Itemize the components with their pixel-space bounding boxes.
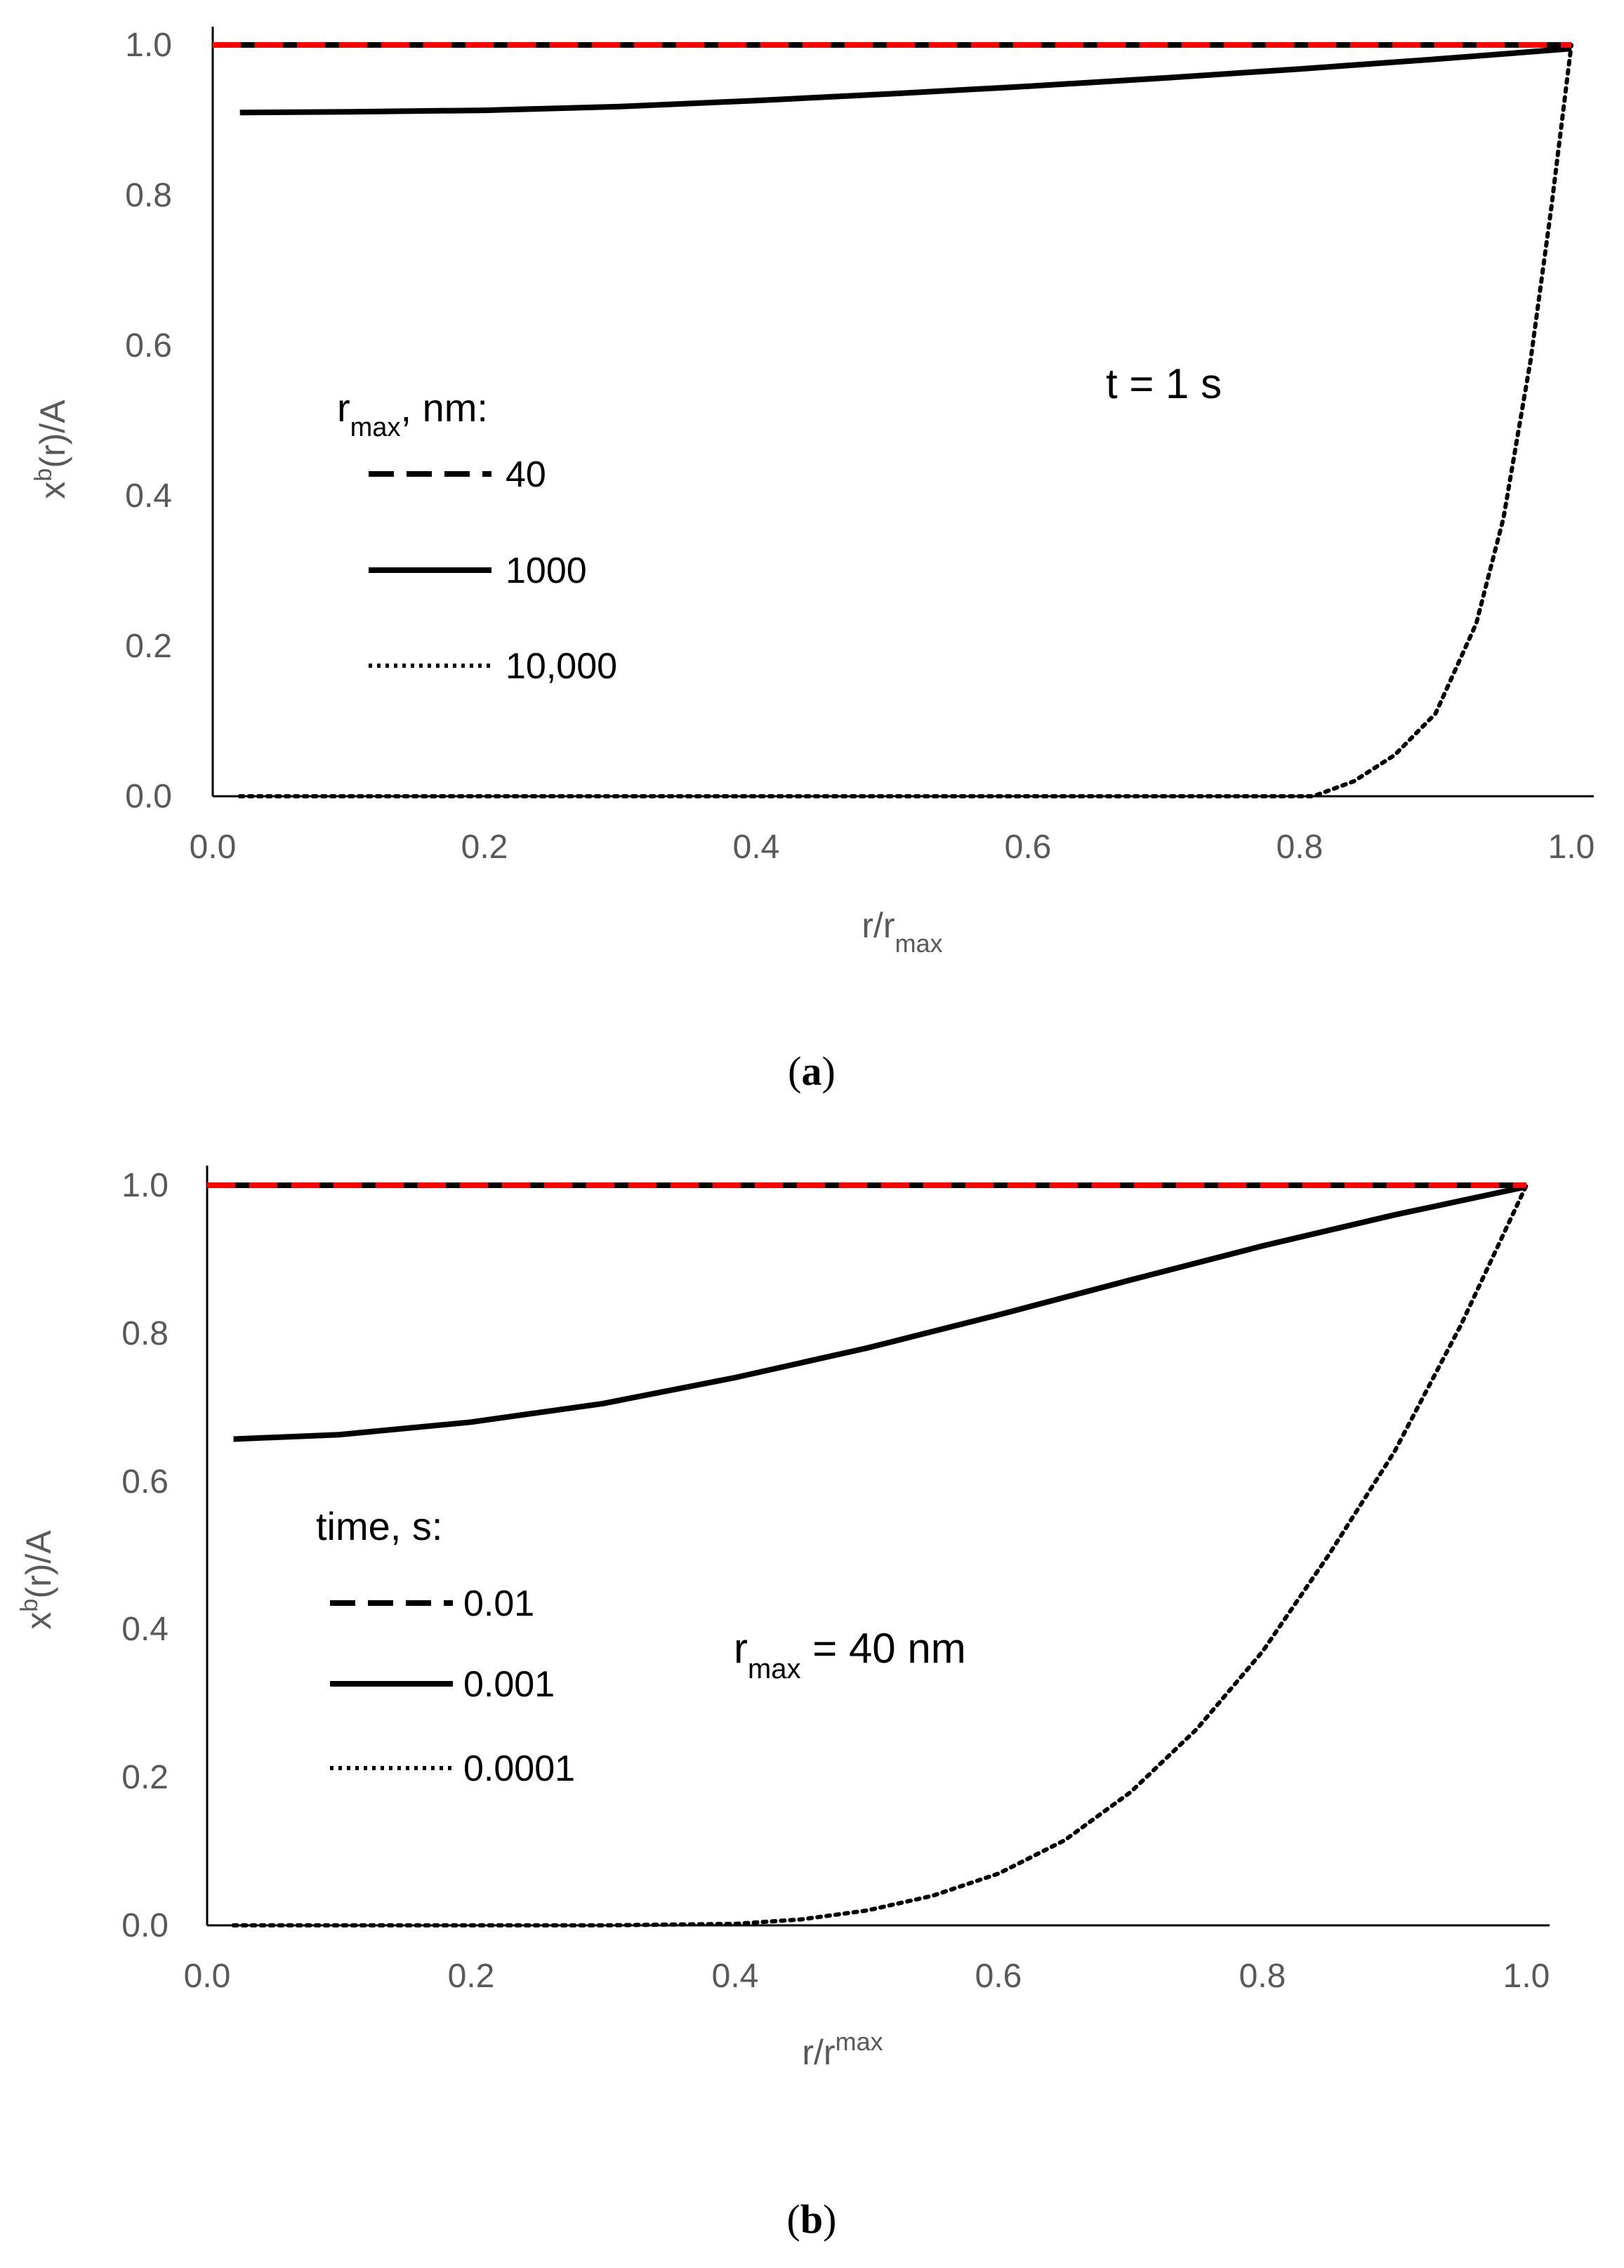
series-layer [207, 1182, 1529, 1927]
legend-title: rmax, nm: [337, 385, 488, 442]
legend-label: 40 [506, 454, 546, 495]
legend-label: 10,000 [506, 646, 617, 687]
legend-item: 1000 [369, 550, 587, 591]
legend: 40 1000 10,000 [369, 454, 617, 687]
y-axis-title: xb(r)/A [16, 1530, 58, 1630]
x-tick-label: 0.6 [975, 1958, 1022, 1995]
y-tick-labels: 0.0 0.2 0.4 0.6 0.8 1.0 [125, 27, 172, 815]
legend-title: time, s: [316, 1504, 442, 1548]
y-tick-label: 0.6 [125, 327, 172, 364]
chart-panel-b: 0.0 0.2 0.4 0.6 0.8 1.0 0.0 0.2 0.4 0.6 … [16, 1166, 1550, 2242]
y-tick-labels: 0.0 0.2 0.4 0.6 0.8 1.0 [121, 1167, 169, 1944]
y-tick-label: 0.0 [125, 778, 172, 815]
x-tick-label: 0.8 [1239, 1958, 1286, 1995]
annotation-rmax: rmax = 40 nm [734, 1625, 966, 1684]
y-tick-label: 0.4 [125, 477, 172, 515]
series-layer [213, 42, 1573, 798]
y-tick-label: 0.0 [121, 1907, 169, 1944]
y-tick-label: 0.2 [125, 628, 172, 665]
legend-item: 40 [369, 454, 546, 495]
y-tick-label: 0.8 [121, 1315, 169, 1352]
x-axis-title: r/rmax [861, 906, 942, 958]
y-tick-label: 0.8 [125, 177, 172, 214]
legend-item: 0.0001 [330, 1748, 575, 1789]
y-axis-title: xb(r)/A [30, 400, 72, 499]
series-10000-line [237, 43, 1573, 798]
x-tick-label: 0.8 [1276, 829, 1323, 866]
x-tick-label: 1.0 [1503, 1958, 1550, 1995]
legend-item: 10,000 [369, 646, 617, 687]
x-tick-label: 0.2 [448, 1958, 495, 1995]
x-tick-label: 0.0 [184, 1958, 231, 1995]
x-tick-label: 0.6 [1005, 829, 1052, 866]
y-tick-label: 1.0 [125, 27, 172, 64]
y-tick-label: 0.6 [121, 1463, 169, 1501]
legend-item: 0.001 [330, 1664, 555, 1705]
series-0.001-line [233, 1184, 1527, 1442]
x-tick-labels: 0.0 0.2 0.4 0.6 0.8 1.0 [184, 1958, 1550, 1995]
chart-panel-a: 0.0 0.2 0.4 0.6 0.8 1.0 0.0 0.2 0.4 0.6 … [30, 27, 1595, 1094]
series-0.0001-line [231, 1183, 1529, 1927]
legend: 0.01 0.001 0.0001 [330, 1583, 575, 1789]
x-tick-label: 0.0 [190, 829, 237, 866]
y-tick-label: 0.4 [121, 1611, 169, 1648]
series-1000-line [239, 46, 1572, 116]
legend-label: 0.0001 [463, 1748, 575, 1789]
x-axis-title: r/rmax [802, 2027, 883, 2073]
x-tick-label: 0.4 [712, 1958, 759, 1995]
x-tick-label: 0.2 [461, 829, 508, 866]
x-tick-label: 0.4 [733, 829, 780, 866]
legend-label: 1000 [506, 550, 587, 591]
y-tick-label: 0.2 [121, 1759, 169, 1796]
panel-caption: (b) [787, 2196, 837, 2242]
annotation-time: t = 1 s [1106, 360, 1222, 407]
y-tick-label: 1.0 [121, 1167, 169, 1204]
panel-caption: (a) [788, 1048, 836, 1094]
x-tick-label: 1.0 [1548, 829, 1595, 866]
legend-label: 0.001 [463, 1664, 555, 1705]
legend-item: 0.01 [330, 1583, 534, 1624]
x-tick-labels: 0.0 0.2 0.4 0.6 0.8 1.0 [190, 829, 1595, 866]
legend-label: 0.01 [463, 1583, 534, 1624]
